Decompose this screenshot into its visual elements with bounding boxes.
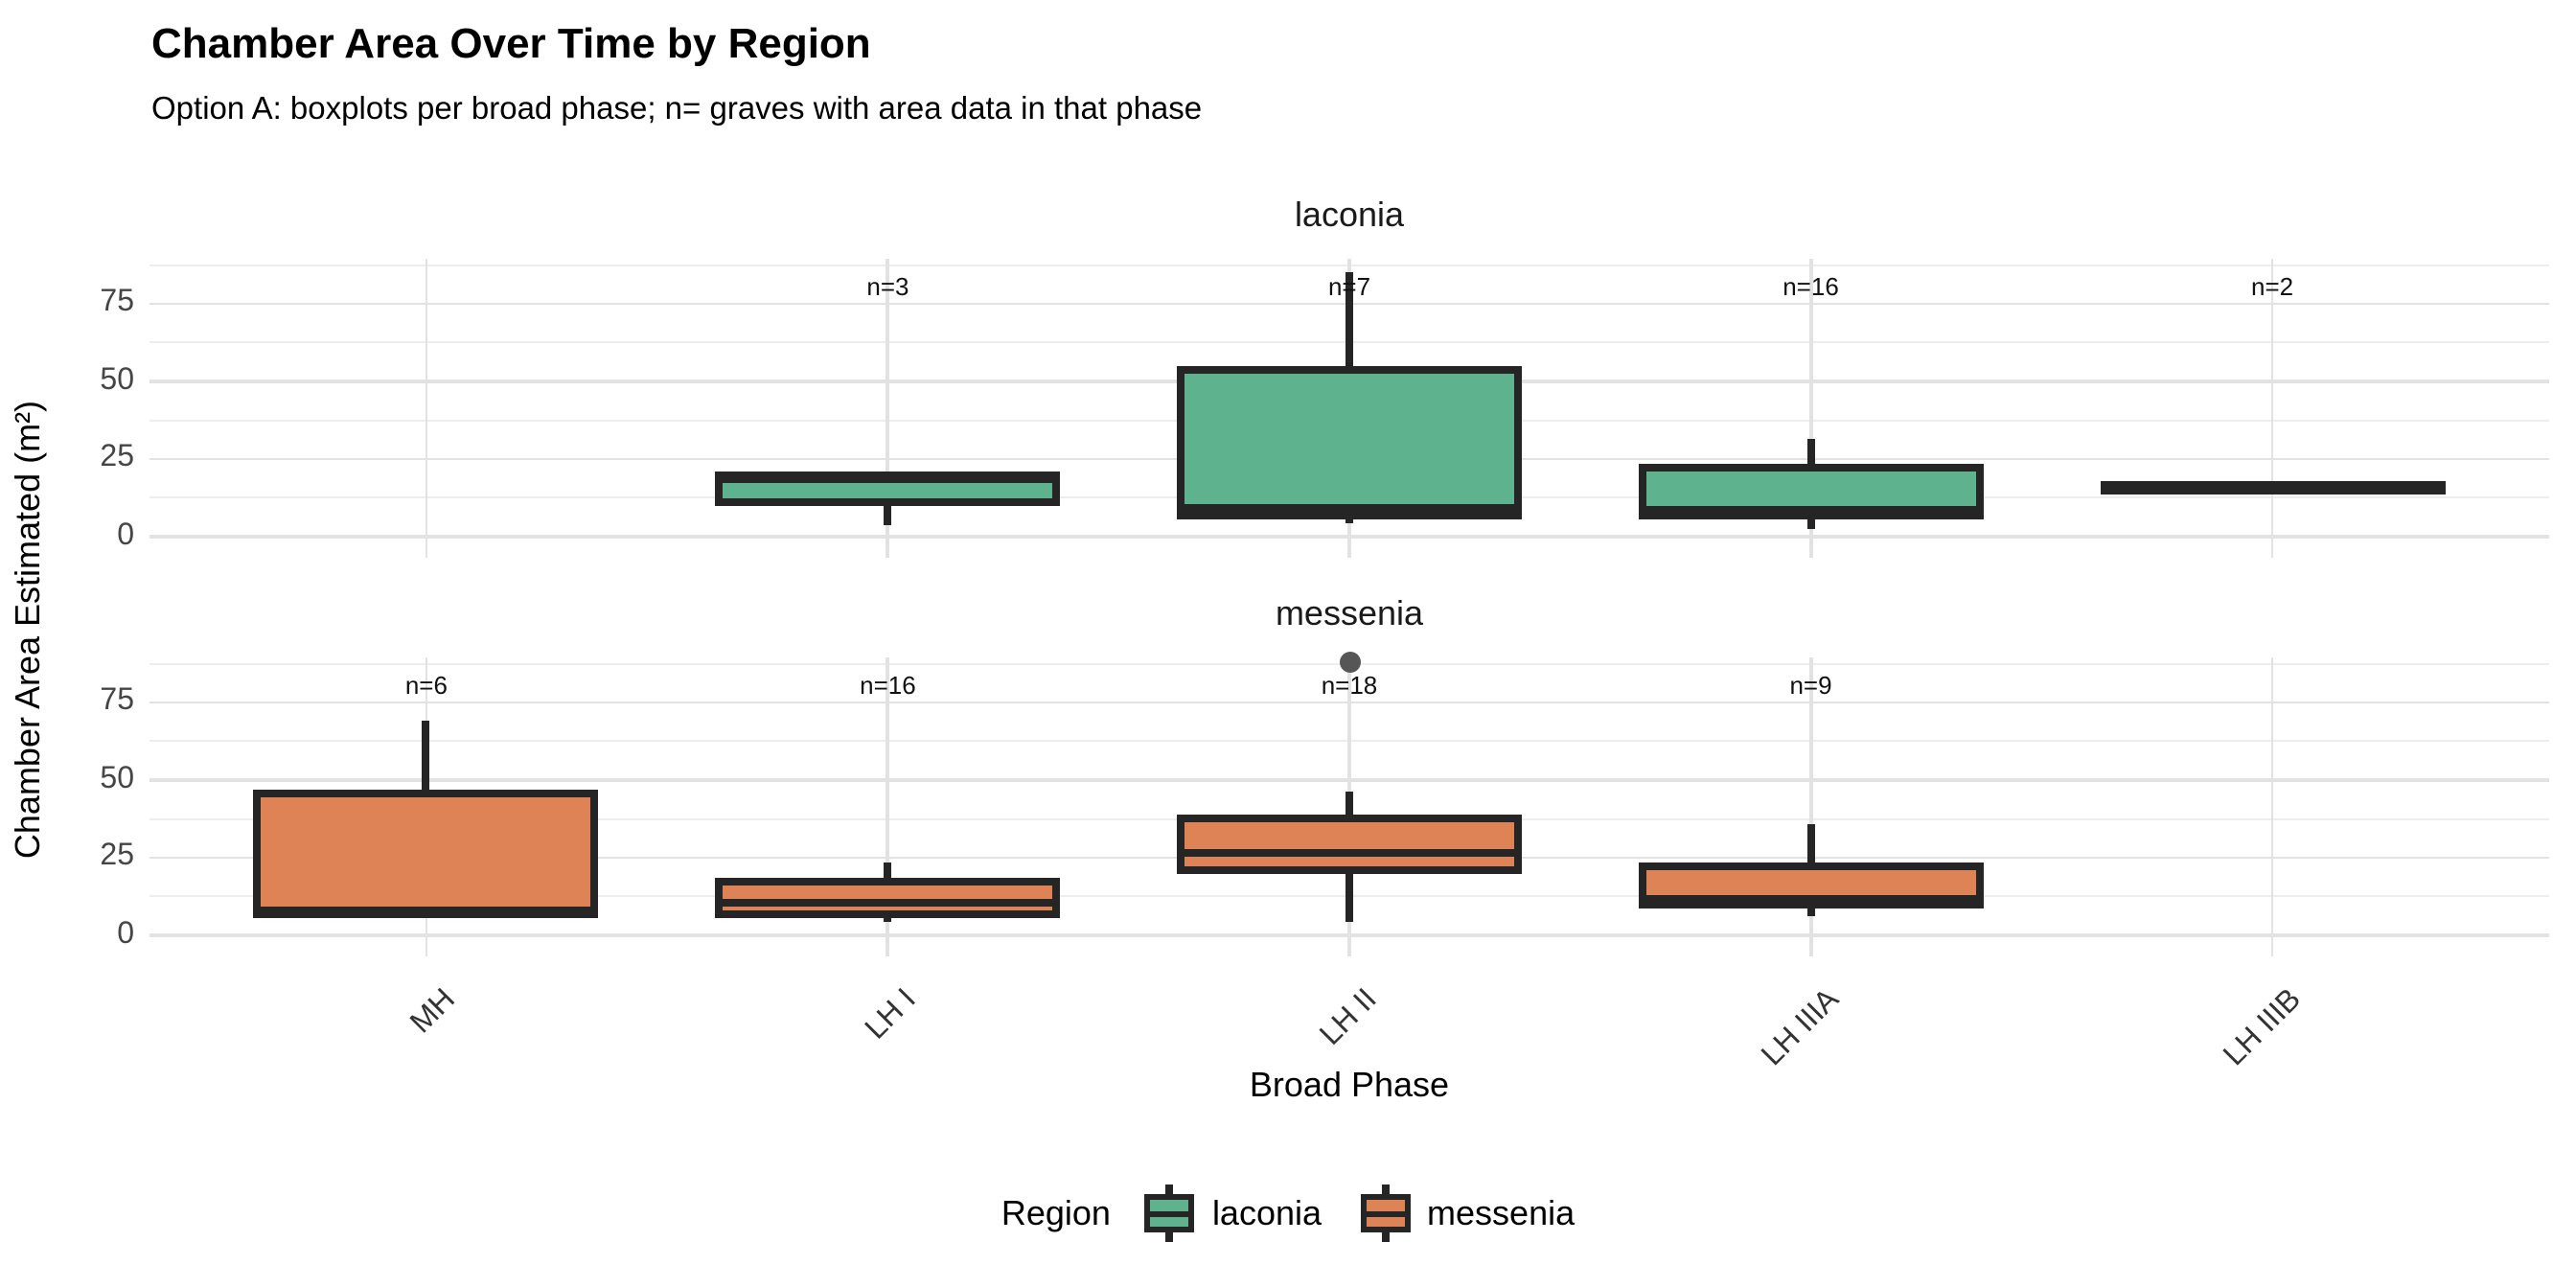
- y-tick-label: 50: [100, 762, 134, 795]
- gridline-vertical: [2270, 259, 2274, 557]
- boxplot-box: [1177, 815, 1522, 874]
- facet-strip-label: laconia: [1294, 196, 1405, 234]
- outlier-point: [1339, 651, 1360, 673]
- n-count-label: n=16: [1782, 272, 1839, 302]
- whisker-lower: [1346, 515, 1353, 524]
- n-count-label: n=18: [1321, 671, 1378, 701]
- whisker-lower: [884, 502, 892, 526]
- whisker-upper: [1346, 272, 1353, 371]
- median-line: [1638, 895, 1984, 905]
- median-line: [715, 474, 1061, 484]
- legend-entry-label: laconia: [1211, 1193, 1322, 1231]
- median-line: [715, 898, 1061, 908]
- y-tick-label: 25: [100, 441, 134, 474]
- n-count-label: n=3: [866, 272, 909, 302]
- boxplot-box: [253, 790, 599, 919]
- median-line: [1177, 504, 1522, 514]
- y-tick-label: 75: [100, 286, 134, 319]
- n-count-label: n=2: [2251, 272, 2294, 302]
- whisker-upper: [422, 721, 430, 794]
- whisker-lower: [1346, 869, 1353, 922]
- whisker-upper: [1806, 438, 1815, 468]
- chart-subtitle: Option A: boxplots per broad phase; n= g…: [151, 92, 1203, 126]
- boxplot-flat-box: [2100, 481, 2446, 495]
- gridline-vertical: [2270, 657, 2274, 955]
- gridline-vertical: [886, 259, 889, 557]
- boxplot-box: [1177, 366, 1522, 519]
- facet-strip-label: messenia: [1275, 594, 1424, 632]
- gridline-vertical: [886, 657, 889, 955]
- y-axis-title: Chamber Area Estimated (m²): [9, 400, 47, 860]
- n-count-label: n=6: [404, 671, 448, 701]
- whisker-upper: [1346, 791, 1353, 819]
- n-count-label: n=16: [860, 671, 916, 701]
- x-tick-label: LH II: [1315, 982, 1385, 1051]
- y-tick-label: 0: [117, 917, 134, 951]
- median-line: [1177, 848, 1522, 858]
- median-line: [1638, 505, 1984, 515]
- y-tick-label: 50: [100, 363, 134, 397]
- n-count-label: n=9: [1789, 671, 1832, 701]
- boxplot-box: [715, 877, 1061, 918]
- legend-key-boxplot-icon: [1144, 1184, 1195, 1242]
- y-tick-label: 75: [100, 684, 134, 718]
- legend-entry-label: messenia: [1427, 1193, 1576, 1231]
- legend-entry: laconia: [1144, 1184, 1322, 1242]
- legend: Region laconia messenia: [0, 1184, 2576, 1242]
- gridline-vertical: [1809, 259, 1813, 557]
- n-count-label: n=7: [1327, 272, 1371, 302]
- x-tick-label: LH I: [859, 982, 923, 1046]
- whisker-lower: [1806, 904, 1815, 917]
- whisker-lower: [884, 913, 892, 922]
- x-tick-label: LH IIIA: [1756, 982, 1846, 1072]
- whisker-upper: [884, 862, 892, 882]
- whisker-lower: [1806, 515, 1815, 529]
- x-axis-title: Broad Phase: [1249, 1066, 1450, 1104]
- legend-entry: messenia: [1360, 1184, 1575, 1242]
- median-line: [253, 906, 599, 915]
- whisker-upper: [1806, 824, 1815, 866]
- y-tick-label: 0: [117, 518, 134, 552]
- gridline-vertical: [425, 259, 428, 557]
- x-tick-label: LH IIIB: [2217, 982, 2308, 1072]
- x-tick-label: MH: [403, 982, 461, 1040]
- legend-key-boxplot-icon: [1360, 1184, 1411, 1242]
- gridline-vertical: [1809, 657, 1813, 955]
- y-tick-label: 25: [100, 840, 134, 873]
- legend-entries: laconia messenia: [1144, 1184, 1575, 1242]
- chart-title: Chamber Area Over Time by Region: [151, 19, 871, 67]
- legend-title: Region: [1000, 1193, 1111, 1231]
